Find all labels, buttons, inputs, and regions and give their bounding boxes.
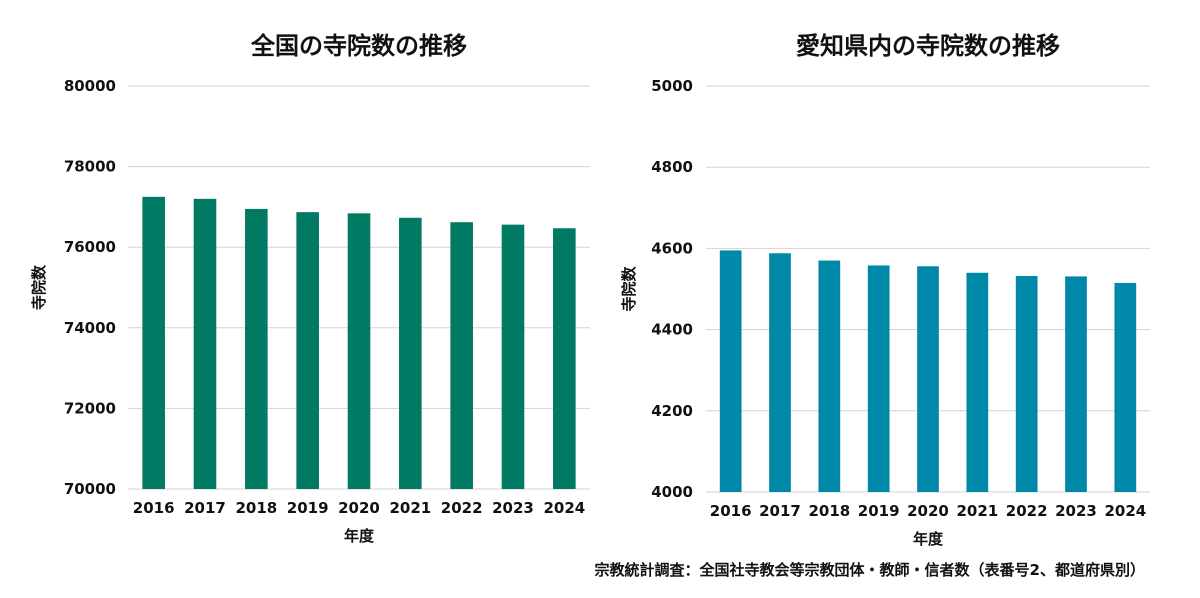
chart-national: 全国の寺院数の推移 70000 72000 74000 76000 78000 80000 2…: [30, 32, 590, 545]
bar-2017: [193, 198, 217, 489]
y-tick-label: 4600: [651, 239, 693, 257]
x-axis-title: 年度: [344, 527, 375, 545]
bar-2021: [399, 217, 422, 489]
y-tick-label: 70000: [64, 480, 116, 498]
x-tick-label: 2022: [1006, 502, 1048, 520]
y-tick-label: 74000: [64, 319, 116, 337]
x-tick-label: 2024: [543, 499, 585, 517]
x-tick-label: 2018: [235, 499, 277, 517]
bar-2021: [966, 272, 989, 492]
chart-title: 愛知県内の寺院数の推移: [796, 32, 1060, 60]
bar-2022: [1015, 276, 1038, 492]
y-tick-label: 4200: [651, 402, 693, 420]
x-tick-label: 2019: [287, 499, 329, 517]
bar-2024: [553, 228, 576, 489]
y-tick-label: 80000: [64, 77, 116, 95]
bar-2016: [719, 250, 742, 492]
y-tick-label: 5000: [651, 77, 693, 95]
x-tick-label: 2016: [133, 499, 175, 517]
bar-2017: [769, 253, 791, 492]
source-note: 宗教統計調査：全国社寺教会等宗教団体・教師・信者数（表番号2、都道府県別）: [595, 561, 1145, 579]
bar-2019: [296, 212, 319, 490]
y-tick-label: 78000: [64, 158, 116, 176]
y-tick-label: 72000: [64, 399, 116, 417]
bar-2024: [1114, 282, 1137, 492]
x-tick-label: 2017: [759, 502, 801, 520]
chart-aichi: 愛知県内の寺院数の推移 4000 4200 4400 4600 4800 5000 2016 2…: [620, 32, 1150, 548]
x-tick-label: 2016: [710, 502, 752, 520]
y-tick-label: 4800: [651, 158, 693, 176]
bar-2018: [818, 260, 841, 492]
bar-2022: [450, 222, 473, 490]
y-axis-title: 寺院数: [620, 266, 638, 312]
x-tick-label: 2023: [1055, 502, 1097, 520]
x-tick-label: 2023: [492, 499, 534, 517]
bar-2018: [245, 208, 268, 490]
x-tick-label: 2020: [338, 499, 380, 517]
bar-2020: [917, 266, 939, 492]
x-tick-label: 2017: [184, 499, 226, 517]
x-tick-label: 2018: [808, 502, 850, 520]
x-tick-label: 2019: [858, 502, 900, 520]
chart-title: 全国の寺院数の推移: [250, 32, 467, 60]
x-axis-title: 年度: [913, 530, 944, 548]
bar-2023: [501, 224, 525, 489]
bar-2016: [142, 196, 165, 489]
y-tick-label: 4400: [651, 321, 693, 339]
x-tick-label: 2021: [956, 502, 998, 520]
y-tick-label: 76000: [64, 238, 116, 256]
bar-2023: [1065, 276, 1087, 492]
x-tick-label: 2024: [1104, 502, 1146, 520]
bar-2019: [867, 265, 890, 492]
x-tick-label: 2022: [441, 499, 483, 517]
y-axis-title: 寺院数: [30, 264, 48, 310]
x-tick-label: 2020: [907, 502, 949, 520]
bar-2020: [347, 213, 371, 489]
x-tick-label: 2021: [389, 499, 431, 517]
y-tick-label: 4000: [651, 483, 693, 501]
